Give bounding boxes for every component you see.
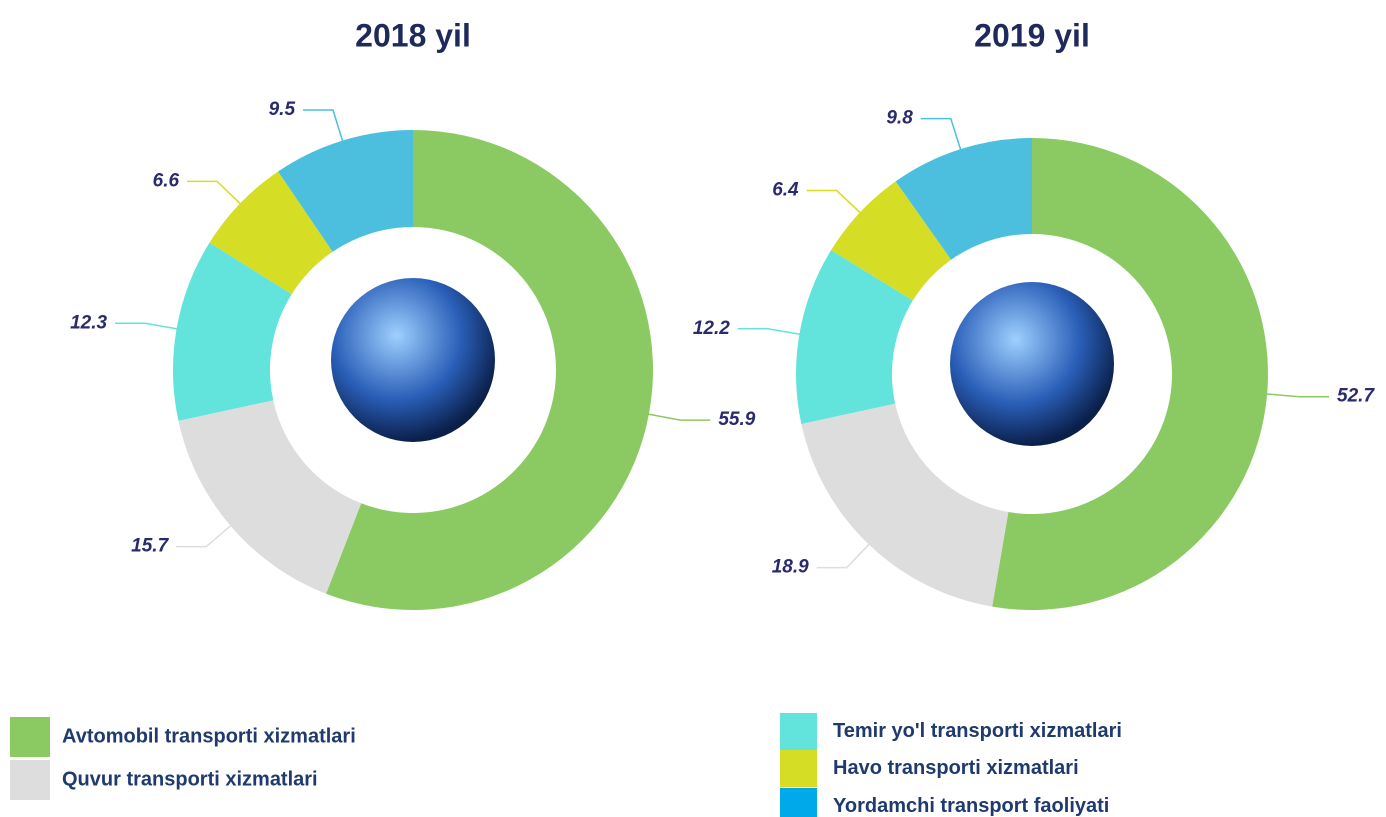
- slice: [326, 130, 653, 610]
- legend-label: Temir yo'l transporti xizmatlari: [833, 720, 1122, 742]
- leader-line: [806, 189, 862, 215]
- legend-label: Avtomobil transporti xizmatlari: [62, 725, 356, 747]
- value-label: 9.5: [269, 99, 296, 120]
- center-globe: [331, 278, 495, 442]
- slice: [801, 403, 1009, 607]
- leader-line: [1265, 393, 1330, 398]
- slice: [992, 138, 1268, 610]
- slice: [178, 400, 362, 594]
- legend-swatch: [780, 750, 817, 787]
- chart-title: 2018 yil: [355, 17, 471, 53]
- value-label: 9.8: [886, 108, 913, 129]
- leader-line: [187, 180, 243, 206]
- value-label: 52.7: [1337, 386, 1375, 407]
- slice: [796, 250, 913, 425]
- value-label: 18.9: [772, 557, 809, 578]
- value-label: 12.2: [693, 318, 730, 339]
- legend-swatch: [780, 713, 817, 750]
- legend-swatch: [780, 788, 817, 817]
- legend-label: Havo transporti xizmatlari: [833, 757, 1079, 779]
- leader-line: [920, 117, 962, 152]
- slice: [209, 171, 333, 295]
- slice: [278, 130, 413, 252]
- slice: [831, 181, 952, 301]
- value-label: 55.9: [718, 409, 755, 430]
- center-globe: [950, 282, 1114, 446]
- legend-swatch: [10, 717, 50, 757]
- value-label: 12.3: [70, 312, 107, 333]
- legend-swatch: [10, 760, 50, 800]
- leader-line: [115, 322, 179, 330]
- leader-line: [176, 523, 233, 548]
- leader-line: [816, 542, 871, 569]
- legend-label: Yordamchi transport faoliyati: [833, 795, 1109, 817]
- legend-label: Quvur transporti xizmatlari: [62, 768, 318, 790]
- value-label: 15.7: [131, 536, 169, 557]
- leader-line: [646, 413, 711, 421]
- chart-title: 2019 yil: [974, 17, 1090, 53]
- value-label: 6.4: [772, 180, 799, 201]
- value-label: 6.6: [153, 170, 180, 191]
- leader-line: [303, 109, 344, 143]
- leader-line: [737, 328, 802, 336]
- slice: [895, 138, 1032, 260]
- slice: [173, 242, 292, 421]
